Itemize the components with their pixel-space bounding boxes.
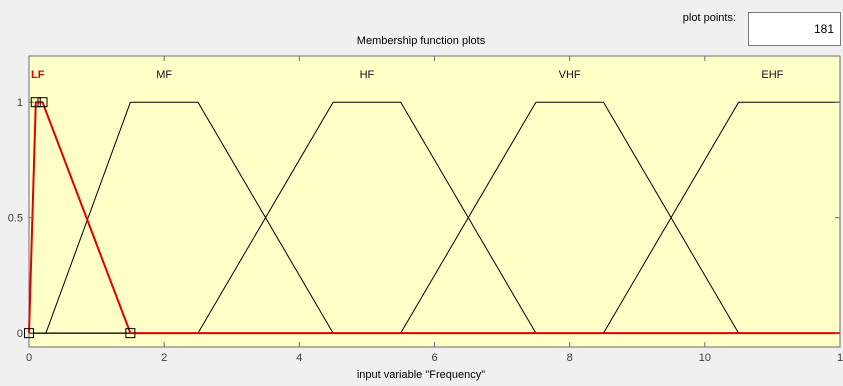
y-tick-label: 0.5 — [8, 213, 23, 225]
mf-handle[interactable] — [24, 328, 34, 339]
mf-handle[interactable] — [37, 97, 48, 108]
x-tick-label: 6 — [431, 352, 437, 364]
plot-area[interactable] — [28, 55, 841, 348]
mf-label-hf[interactable]: HF — [360, 69, 375, 81]
y-tick-label: 0 — [17, 328, 23, 340]
x-tick-label: 2 — [161, 352, 167, 364]
mf-label-ehf[interactable]: EHF — [761, 69, 783, 81]
x-tick-label: 4 — [296, 352, 302, 364]
mf-label-lf[interactable]: LF — [31, 69, 45, 81]
x-tick-label: 0 — [26, 352, 32, 364]
mf-handles — [24, 97, 136, 339]
mf-label-mf[interactable]: MF — [156, 69, 172, 81]
mf-handle[interactable] — [125, 328, 136, 339]
axis-ticks: 0 2 4 6 8 10 100.51 — [8, 56, 843, 364]
chart-title: Membership function plots — [357, 35, 486, 47]
mf-curves — [28, 101, 840, 335]
plot-points-input[interactable] — [748, 12, 841, 46]
y-tick-label: 1 — [17, 97, 23, 109]
x-tick-label: 10 — [699, 352, 711, 364]
mf-curve-lf[interactable] — [28, 101, 840, 335]
plot-points-label: plot points: — [682, 12, 736, 24]
x-axis-label: input variable "Frequency" — [357, 369, 485, 381]
x-tick-label: 1 — [837, 352, 843, 364]
mf-labels: LF MF HF VHF EHF — [31, 69, 784, 81]
x-tick-label: 8 — [567, 352, 573, 364]
mf-handle[interactable] — [30, 97, 41, 108]
mf-label-vhf[interactable]: VHF — [559, 69, 581, 81]
